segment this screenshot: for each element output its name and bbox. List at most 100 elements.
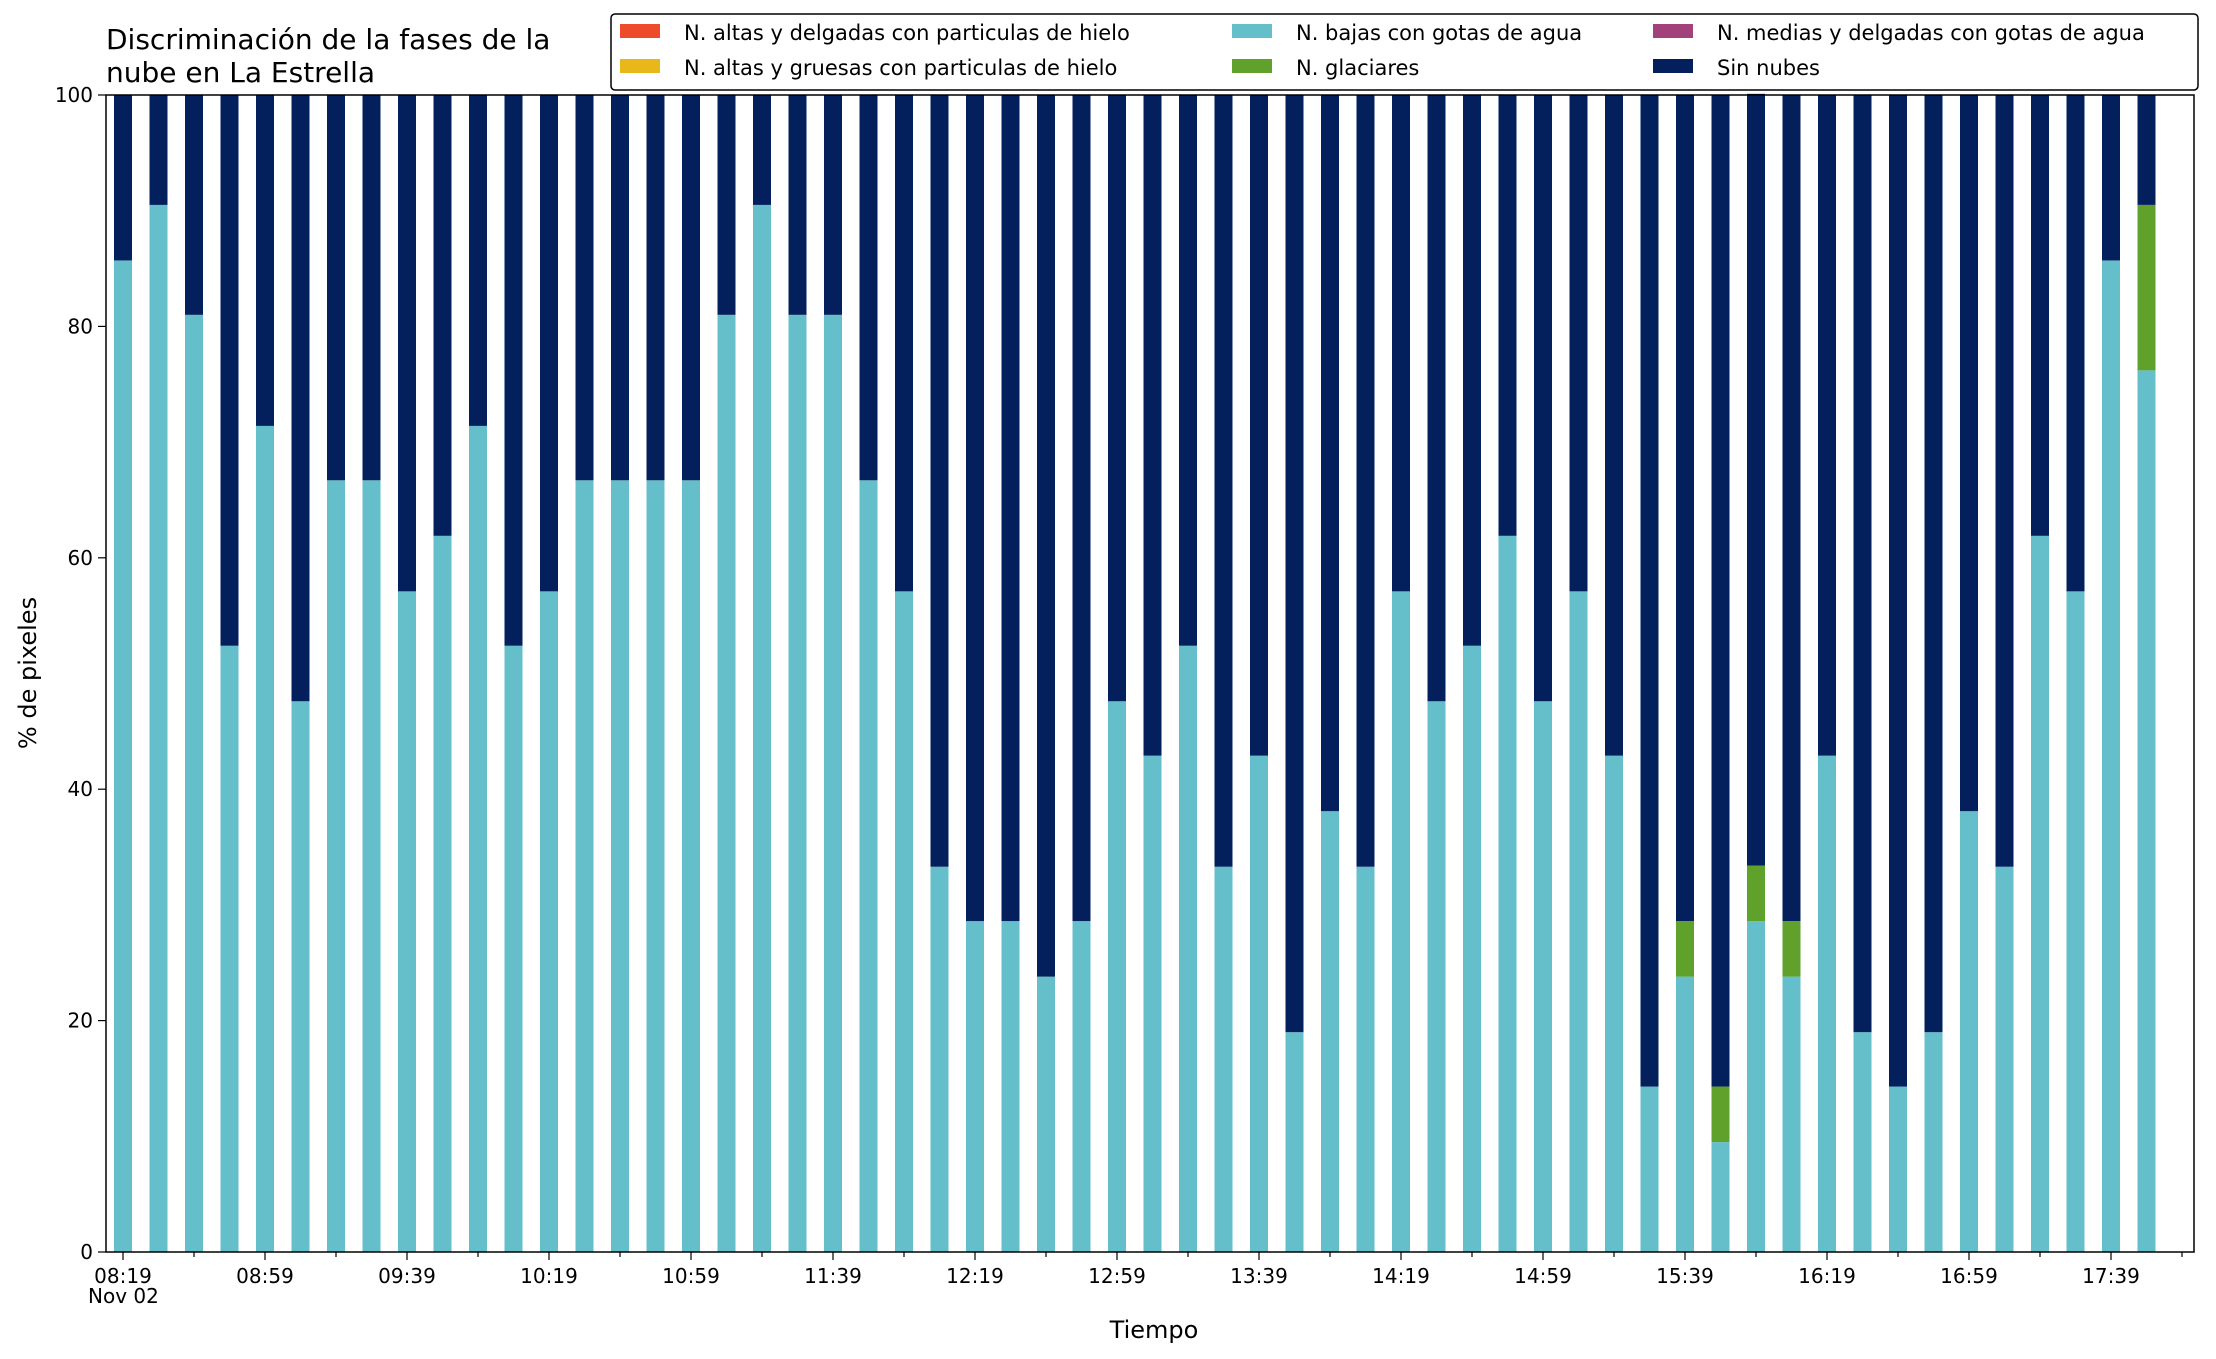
bar-segment-13:39-2 — [1250, 755, 1268, 1252]
x-axis-ticks: 08:19 08:59 09:39 10:19 10:59 11:39 12:19 12:59… — [94, 1252, 2183, 1288]
bar-segment-16:59-5 — [1960, 95, 1978, 812]
bar-segment-08:59-5 — [256, 95, 274, 426]
bar-segment-12:59-5 — [1108, 95, 1126, 702]
bar-segment-14:59-5 — [1534, 95, 1552, 702]
x-tick-label: 12:19 — [946, 1264, 1004, 1288]
x-tick-label: 08:59 — [236, 1264, 294, 1288]
bar-segment-16:09-2 — [1782, 976, 1801, 1252]
bar-segment-12:39-5 — [1037, 95, 1055, 977]
bar-segment-11:39-5 — [824, 95, 842, 315]
bar-segment-09:09-2 — [291, 701, 310, 1252]
bar-segment-15:59-5 — [1747, 93, 1765, 866]
legend-swatch — [1653, 59, 1693, 73]
bar-segment-09:29-2 — [362, 480, 381, 1252]
bar-segment-15:29-2 — [1640, 1086, 1659, 1252]
bar-segment-10:09-2 — [504, 645, 523, 1252]
bar-segment-08:39-5 — [185, 95, 203, 315]
bar-segment-14:19-5 — [1392, 95, 1410, 592]
bar-segment-08:59-2 — [256, 425, 274, 1252]
x-tick-label: 16:19 — [1798, 1264, 1856, 1288]
bar-segment-16:29-2 — [1853, 1032, 1872, 1252]
bar-segment-16:29-5 — [1853, 95, 1872, 1033]
x-tick-label: 10:59 — [662, 1264, 720, 1288]
bar-segment-14:09-2 — [1356, 866, 1375, 1252]
bar-segment-09:09-5 — [291, 95, 310, 702]
bar-segment-14:09-5 — [1356, 95, 1375, 867]
bar-segment-09:59-2 — [469, 425, 487, 1252]
legend: N. altas y delgadas con particulas de hi… — [610, 13, 2199, 91]
x-tick-label: 14:19 — [1372, 1264, 1430, 1288]
legend-label: N. bajas con gotas de agua — [1296, 21, 1582, 45]
bar-segment-13:49-5 — [1285, 95, 1304, 1033]
y-tick-label: 100 — [55, 83, 93, 107]
bar-segment-17:49-3 — [2137, 204, 2156, 371]
bar-segment-11:19-5 — [753, 95, 771, 205]
bar-segment-17:49-5 — [2137, 95, 2156, 205]
bar-segment-10:59-5 — [682, 95, 700, 481]
bar-segment-15:49-5 — [1711, 95, 1730, 1087]
bar-segment-13:39-5 — [1250, 95, 1268, 756]
bar-segment-16:49-5 — [1924, 95, 1943, 1033]
y-tick-label: 40 — [68, 777, 93, 801]
legend-swatch — [620, 24, 660, 38]
x-tick-label: 09:39 — [378, 1264, 436, 1288]
legend-swatch — [1232, 59, 1272, 73]
x-tick-label: 11:39 — [804, 1264, 862, 1288]
bar-segment-10:29-5 — [575, 95, 594, 481]
bar-segment-13:09-2 — [1143, 755, 1162, 1252]
bar-segment-15:29-5 — [1640, 95, 1659, 1087]
bar-segment-17:39-2 — [2102, 260, 2120, 1252]
bar-segment-09:19-5 — [327, 95, 345, 481]
bar-segment-10:39-2 — [611, 480, 629, 1252]
bar-segment-12:09-5 — [930, 95, 949, 867]
bar-segment-11:09-2 — [717, 314, 736, 1253]
bar-segment-15:49-2 — [1711, 1142, 1730, 1252]
legend-swatch — [1232, 24, 1272, 38]
bar-segment-08:49-2 — [220, 645, 239, 1252]
bar-segment-16:39-2 — [1889, 1086, 1907, 1252]
bar-segment-13:59-5 — [1321, 95, 1339, 812]
bar-segment-16:09-3 — [1782, 921, 1801, 977]
bar-segment-09:39-5 — [398, 95, 416, 592]
bar-segment-15:19-5 — [1605, 95, 1623, 756]
x-tick-label: 08:19 — [94, 1264, 152, 1288]
bar-segment-13:29-5 — [1214, 95, 1233, 867]
y-tick-label: 0 — [80, 1240, 93, 1264]
bar-segment-13:19-5 — [1179, 95, 1197, 646]
bar-segment-11:19-2 — [753, 204, 771, 1252]
bar-segment-15:59-3 — [1747, 865, 1765, 922]
bar-segment-10:39-5 — [611, 95, 629, 481]
bar-segment-10:09-5 — [504, 95, 523, 646]
bar-segment-09:39-2 — [398, 591, 416, 1252]
bar-segment-14:49-2 — [1498, 535, 1517, 1252]
bar-segment-12:39-2 — [1037, 976, 1055, 1252]
bar-segment-15:39-2 — [1676, 976, 1694, 1252]
bar-segment-11:49-5 — [859, 95, 878, 481]
bar-segment-09:49-2 — [433, 535, 452, 1252]
bar-segment-14:39-5 — [1463, 95, 1481, 646]
legend-label: Sin nubes — [1717, 56, 1820, 80]
bar-segment-17:29-2 — [2066, 591, 2085, 1252]
x-tick-label: 15:39 — [1656, 1264, 1714, 1288]
bar-segment-15:09-2 — [1569, 591, 1588, 1252]
y-axis-label: % de pixeles — [14, 597, 42, 749]
legend-label: N. altas y gruesas con particulas de hie… — [684, 56, 1117, 80]
bar-segment-13:19-2 — [1179, 645, 1197, 1252]
bar-segment-09:49-5 — [433, 95, 452, 536]
bar-segment-16:59-2 — [1960, 811, 1978, 1252]
y-tick-label: 20 — [68, 1009, 93, 1033]
bar-segment-09:59-5 — [469, 95, 487, 426]
bar-segment-16:09-5 — [1782, 95, 1801, 922]
bar-segment-09:19-2 — [327, 480, 345, 1252]
x-date-label: Nov 02 — [88, 1284, 159, 1308]
x-tick-label: 12:59 — [1088, 1264, 1146, 1288]
bar-segment-08:39-2 — [185, 314, 203, 1253]
bar-segment-17:19-2 — [2031, 535, 2049, 1252]
legend-box — [610, 13, 2199, 91]
bar-segment-11:29-2 — [788, 314, 807, 1253]
bar-segment-11:09-5 — [717, 95, 736, 315]
x-tick-label: 13:39 — [1230, 1264, 1288, 1288]
bar-segment-16:19-2 — [1818, 755, 1836, 1252]
